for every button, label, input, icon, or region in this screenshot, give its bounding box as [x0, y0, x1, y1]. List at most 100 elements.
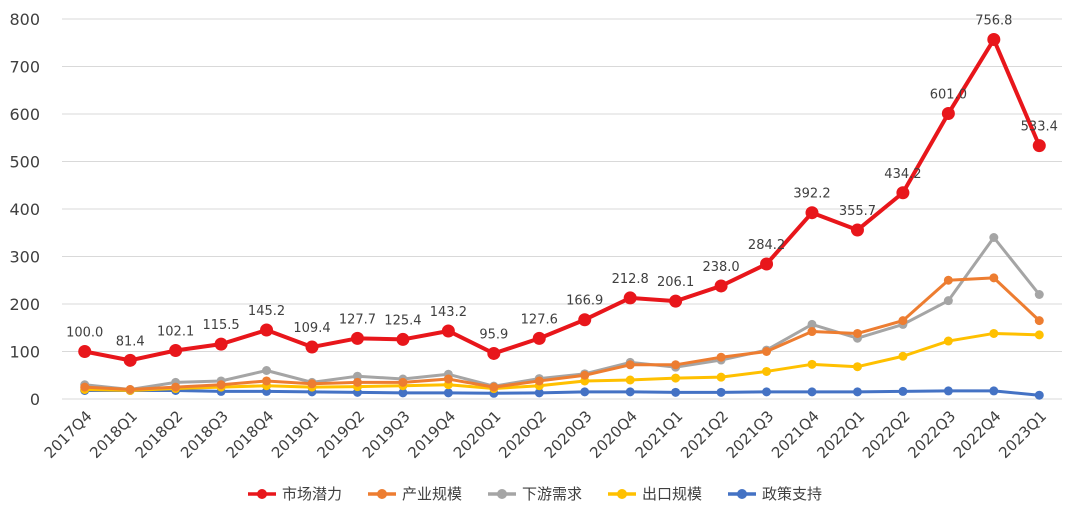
legend-item: 市场潜力 — [248, 485, 342, 503]
x-tick-label: 2023Q1 — [995, 407, 1050, 462]
data-point — [578, 313, 592, 327]
data-point — [943, 296, 953, 306]
data-point — [169, 344, 183, 358]
x-tick-label: 2022Q2 — [859, 407, 914, 462]
legend-label: 出口规模 — [642, 485, 702, 503]
data-point — [671, 373, 681, 383]
data-point — [216, 380, 226, 390]
data-point — [898, 351, 908, 361]
legend-item: 出口规模 — [608, 485, 702, 503]
legend-item: 产业规模 — [368, 485, 462, 503]
data-label: 95.9 — [479, 327, 508, 342]
data-point — [398, 388, 408, 398]
data-point — [489, 382, 499, 392]
data-point — [1034, 390, 1044, 400]
data-label: 127.7 — [339, 312, 376, 327]
x-tick-label: 2021Q1 — [632, 407, 687, 462]
y-tick-label: 200 — [9, 295, 40, 314]
series-2 — [80, 273, 1044, 394]
data-label: 212.8 — [612, 272, 649, 287]
data-point — [262, 366, 272, 375]
x-tick-label: 2022Q4 — [950, 407, 1005, 462]
legend-marker — [737, 489, 747, 499]
data-point — [443, 388, 453, 398]
data-point — [1034, 316, 1044, 326]
legend-label: 市场潜力 — [282, 485, 342, 503]
data-point — [580, 387, 590, 397]
data-point — [716, 352, 726, 362]
x-tick-label: 2021Q4 — [768, 407, 823, 462]
x-tick-label: 2018Q1 — [86, 407, 141, 462]
data-label: 81.4 — [116, 334, 145, 349]
y-tick-label: 300 — [9, 248, 40, 267]
data-point — [898, 316, 908, 326]
y-tick-label: 500 — [9, 153, 40, 172]
legend-label: 下游需求 — [522, 485, 582, 503]
data-label: 102.1 — [157, 325, 194, 340]
data-label: 206.1 — [657, 275, 694, 290]
y-axis: 0 100 200 300 400 500 600 700 800 — [9, 10, 40, 409]
data-point — [852, 362, 862, 372]
series-line — [83, 236, 1041, 391]
data-point — [352, 371, 362, 381]
series-3 — [80, 233, 1044, 394]
data-point — [943, 386, 953, 396]
data-point — [534, 376, 544, 386]
legend-item: 政策支持 — [728, 485, 822, 503]
data-point — [807, 327, 817, 337]
data-point — [532, 331, 546, 345]
x-tick-label: 2019Q3 — [359, 407, 414, 462]
data-point — [398, 377, 408, 387]
x-tick-label: 2022Q1 — [813, 407, 868, 462]
y-tick-label: 0 — [30, 390, 40, 409]
data-point — [580, 370, 590, 380]
data-label: 166.9 — [566, 294, 603, 309]
x-tick-label: 2019Q4 — [404, 407, 459, 462]
data-point — [989, 328, 999, 338]
x-tick-label: 2022Q3 — [904, 407, 959, 462]
data-point — [260, 323, 274, 337]
data-label: 143.2 — [430, 305, 467, 320]
data-point — [941, 107, 955, 121]
data-point — [125, 385, 135, 394]
data-point — [714, 279, 728, 293]
data-point — [78, 345, 92, 358]
data-label: 100.0 — [66, 326, 103, 341]
gridlines — [62, 18, 1062, 400]
data-point — [671, 360, 681, 370]
x-tick-label: 2017Q4 — [41, 407, 96, 462]
data-point — [805, 206, 819, 220]
data-label: 756.8 — [975, 14, 1012, 29]
data-label: 145.2 — [248, 304, 285, 319]
data-point — [762, 366, 772, 376]
data-point — [123, 353, 137, 367]
x-tick-label: 2020Q1 — [450, 407, 505, 462]
data-point — [807, 359, 817, 369]
legend-item: 下游需求 — [488, 485, 582, 503]
data-point — [487, 346, 501, 360]
data-point — [760, 257, 774, 271]
data-point — [807, 387, 817, 397]
data-point — [669, 294, 683, 308]
data-label: 109.4 — [293, 321, 330, 336]
data-label: 601.0 — [930, 88, 967, 103]
data-label: 533.4 — [1021, 120, 1058, 135]
data-point — [762, 347, 772, 356]
data-label: 238.0 — [702, 260, 739, 275]
data-point — [623, 291, 637, 305]
data-point — [1032, 139, 1046, 153]
data-point — [262, 376, 272, 386]
data-point — [852, 328, 862, 338]
data-point — [943, 336, 953, 346]
data-point — [305, 340, 319, 354]
x-tick-label: 2019Q1 — [268, 407, 323, 462]
data-point — [214, 337, 228, 351]
data-point — [534, 388, 544, 398]
data-point — [625, 387, 635, 397]
data-point — [852, 387, 862, 397]
y-tick-label: 100 — [9, 343, 40, 362]
legend-label: 产业规模 — [402, 485, 462, 503]
y-tick-label: 700 — [9, 58, 40, 77]
